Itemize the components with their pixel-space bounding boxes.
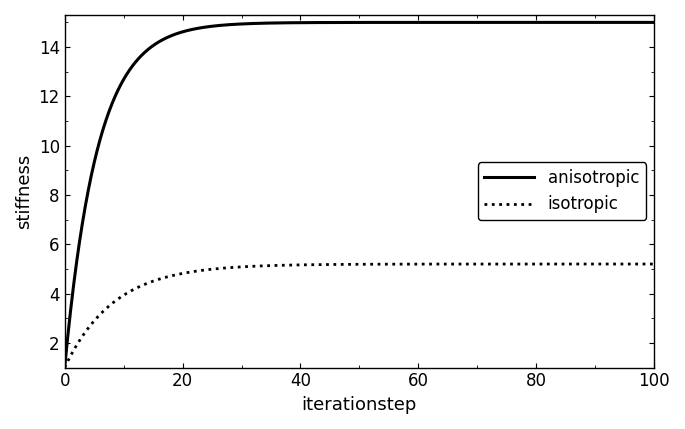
isotropic xyxy=(60,365,68,370)
Legend: anisotropic, isotropic: anisotropic, isotropic xyxy=(477,163,646,220)
anisotropic xyxy=(531,20,539,25)
anisotropic xyxy=(60,365,68,370)
isotropic xyxy=(121,292,129,297)
isotropic xyxy=(320,262,328,267)
anisotropic xyxy=(650,20,658,25)
Line: anisotropic: anisotropic xyxy=(64,22,654,368)
isotropic xyxy=(531,261,539,266)
X-axis label: iterationstep: iterationstep xyxy=(301,396,417,414)
isotropic xyxy=(520,261,528,266)
isotropic xyxy=(650,261,658,266)
isotropic xyxy=(299,262,307,267)
isotropic xyxy=(465,262,473,267)
anisotropic xyxy=(121,75,129,80)
anisotropic xyxy=(520,20,528,25)
anisotropic xyxy=(299,20,307,25)
Y-axis label: stiffness: stiffness xyxy=(15,154,33,229)
anisotropic xyxy=(465,20,473,25)
anisotropic xyxy=(320,20,328,25)
Line: isotropic: isotropic xyxy=(64,264,654,368)
